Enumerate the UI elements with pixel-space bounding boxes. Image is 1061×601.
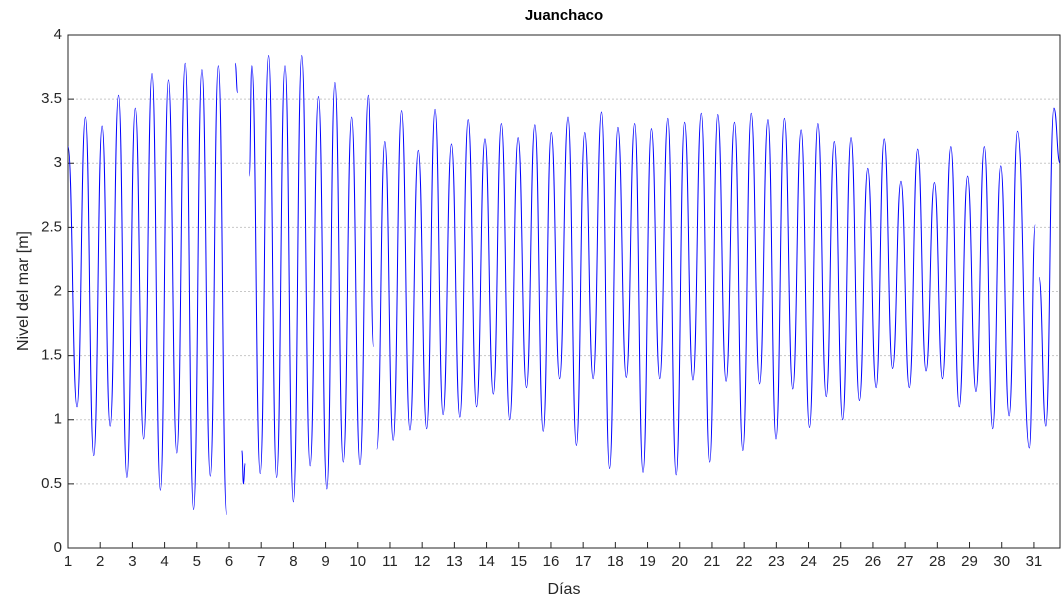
x-tick-label: 22 bbox=[736, 553, 753, 570]
y-tick-label: 1.5 bbox=[41, 347, 62, 364]
x-tick-label: 11 bbox=[382, 553, 398, 570]
chart-title: Juanchaco bbox=[525, 7, 603, 24]
x-axis-label: Días bbox=[548, 581, 581, 598]
x-tick-label: 2 bbox=[96, 553, 104, 570]
y-tick-label: 2 bbox=[54, 282, 62, 299]
axes-box bbox=[67, 34, 1061, 549]
y-tick-label: 4 bbox=[54, 26, 62, 43]
x-tick-label: 9 bbox=[321, 553, 329, 570]
x-tick-label: 21 bbox=[704, 553, 721, 570]
x-tick-label: 31 bbox=[1026, 553, 1043, 570]
x-tick-label: 30 bbox=[993, 553, 1010, 570]
x-tick-label: 24 bbox=[800, 553, 817, 570]
y-tick-label: 2.5 bbox=[41, 218, 62, 235]
x-tick-label: 8 bbox=[289, 553, 297, 570]
y-tick-label: 3.5 bbox=[41, 90, 62, 107]
x-tick-label: 25 bbox=[832, 553, 849, 570]
x-tick-label: 19 bbox=[639, 553, 656, 570]
y-tick-label: 1 bbox=[54, 411, 62, 428]
x-tick-label: 7 bbox=[257, 553, 265, 570]
x-tick-label: 28 bbox=[929, 553, 946, 570]
x-tick-label: 27 bbox=[897, 553, 914, 570]
y-tick-label: 0 bbox=[54, 539, 62, 556]
data-line bbox=[67, 55, 1061, 516]
x-tick-label: 29 bbox=[961, 553, 978, 570]
y-axis-label: Nivel del mar [m] bbox=[15, 231, 32, 351]
x-tick-label: 15 bbox=[510, 553, 527, 570]
x-tick-label: 10 bbox=[349, 553, 366, 570]
x-tick-label: 20 bbox=[671, 553, 688, 570]
x-tick-label: 26 bbox=[865, 553, 882, 570]
y-tick-label: 3 bbox=[54, 154, 62, 171]
x-tick-label: 1 bbox=[64, 553, 72, 570]
x-tick-label: 3 bbox=[128, 553, 136, 570]
x-tick-label: 23 bbox=[768, 553, 785, 570]
y-tick-label: 0.5 bbox=[41, 475, 62, 492]
x-tick-label: 6 bbox=[225, 553, 233, 570]
x-tick-label: 12 bbox=[414, 553, 431, 570]
x-tick-label: 16 bbox=[543, 553, 560, 570]
x-tick-label: 14 bbox=[478, 553, 495, 570]
x-tick-label: 18 bbox=[607, 553, 624, 570]
x-tick-label: 17 bbox=[575, 553, 592, 570]
x-tick-label: 13 bbox=[446, 553, 463, 570]
x-tick-label: 5 bbox=[193, 553, 201, 570]
x-tick-label: 4 bbox=[160, 553, 168, 570]
